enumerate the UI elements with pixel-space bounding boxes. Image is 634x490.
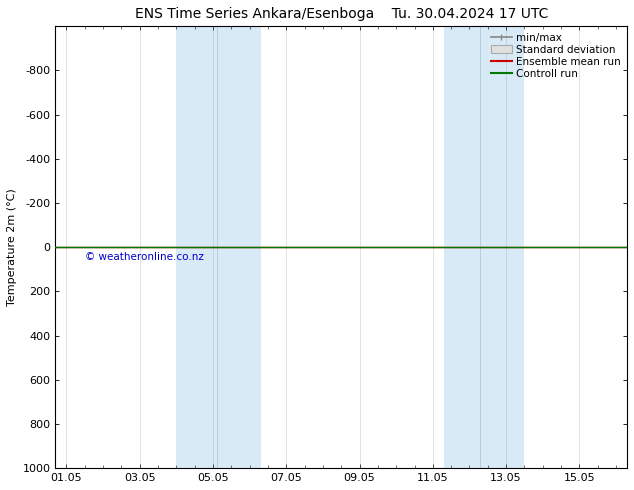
Title: ENS Time Series Ankara/Esenboga    Tu. 30.04.2024 17 UTC: ENS Time Series Ankara/Esenboga Tu. 30.0…	[134, 7, 548, 21]
Bar	[176, 26, 261, 468]
Text: © weatheronline.co.nz: © weatheronline.co.nz	[85, 252, 204, 262]
Legend: min/max, Standard deviation, Ensemble mean run, Controll run: min/max, Standard deviation, Ensemble me…	[487, 28, 625, 83]
Bar	[444, 26, 524, 468]
Y-axis label: Temperature 2m (°C): Temperature 2m (°C)	[7, 188, 17, 306]
